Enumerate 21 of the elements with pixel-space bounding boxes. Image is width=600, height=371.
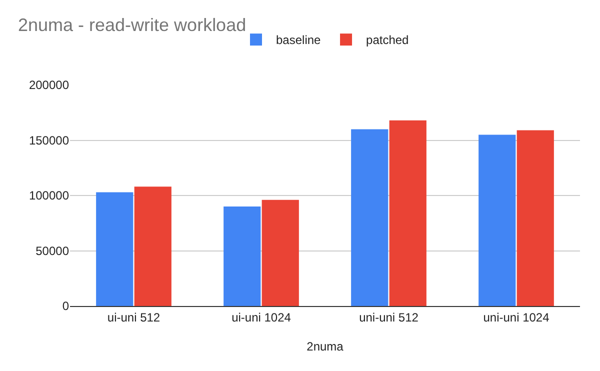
x-axis-title: 2numa — [306, 339, 344, 354]
bar — [389, 120, 426, 306]
x-tick-label: uni-uni 1024 — [483, 310, 550, 324]
y-tick-label: 0 — [62, 299, 70, 314]
x-tick-label: ui-uni 1024 — [232, 310, 292, 324]
bar — [134, 186, 172, 306]
x-tick-label: uni-uni 512 — [359, 310, 419, 324]
bar — [224, 206, 261, 306]
legend-label: baseline — [276, 33, 322, 48]
legend-label: patched — [366, 33, 409, 48]
bar — [351, 129, 388, 306]
y-tick-label: 150000 — [28, 133, 70, 148]
bar — [262, 200, 299, 306]
bar — [516, 130, 554, 306]
bar — [478, 134, 516, 306]
bar — [96, 192, 134, 306]
chart-title: 2numa - read-write workload — [18, 15, 246, 36]
y-tick-label: 50000 — [36, 244, 70, 258]
y-tick-label: 100000 — [28, 188, 70, 203]
y-tick-label: 200000 — [28, 78, 70, 92]
x-tick-label: ui-uni 512 — [107, 310, 160, 324]
